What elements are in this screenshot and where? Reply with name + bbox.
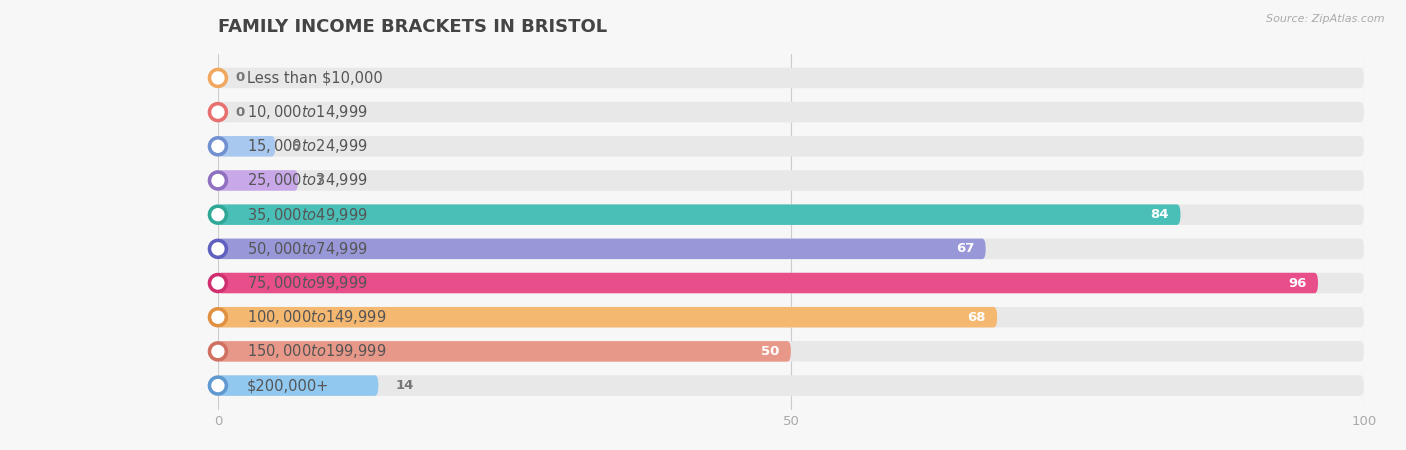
Text: 68: 68	[967, 310, 986, 324]
FancyBboxPatch shape	[218, 341, 790, 362]
Text: $50,000 to $74,999: $50,000 to $74,999	[246, 240, 367, 258]
FancyBboxPatch shape	[218, 238, 986, 259]
Ellipse shape	[211, 379, 225, 392]
Ellipse shape	[211, 242, 225, 256]
Ellipse shape	[211, 310, 225, 324]
FancyBboxPatch shape	[218, 273, 1364, 293]
Ellipse shape	[208, 341, 228, 362]
FancyBboxPatch shape	[218, 102, 1364, 122]
Text: $15,000 to $24,999: $15,000 to $24,999	[246, 137, 367, 155]
Ellipse shape	[211, 174, 225, 187]
FancyBboxPatch shape	[218, 170, 298, 191]
Text: $10,000 to $14,999: $10,000 to $14,999	[246, 103, 367, 121]
Text: Less than $10,000: Less than $10,000	[246, 71, 382, 86]
FancyBboxPatch shape	[218, 341, 1364, 362]
Text: $75,000 to $99,999: $75,000 to $99,999	[246, 274, 367, 292]
Ellipse shape	[211, 208, 225, 221]
FancyBboxPatch shape	[218, 238, 1364, 259]
Ellipse shape	[211, 71, 225, 85]
Ellipse shape	[208, 136, 228, 157]
Ellipse shape	[208, 68, 228, 88]
Text: 84: 84	[1150, 208, 1168, 221]
FancyBboxPatch shape	[218, 307, 997, 328]
Ellipse shape	[211, 345, 225, 358]
FancyBboxPatch shape	[218, 68, 1364, 88]
FancyBboxPatch shape	[218, 375, 378, 396]
FancyBboxPatch shape	[218, 273, 1317, 293]
Text: $200,000+: $200,000+	[246, 378, 329, 393]
Text: 0: 0	[235, 106, 245, 119]
Text: FAMILY INCOME BRACKETS IN BRISTOL: FAMILY INCOME BRACKETS IN BRISTOL	[218, 18, 607, 36]
Text: $150,000 to $199,999: $150,000 to $199,999	[246, 342, 387, 360]
Ellipse shape	[208, 204, 228, 225]
FancyBboxPatch shape	[218, 307, 1364, 328]
Ellipse shape	[208, 307, 228, 328]
Text: 50: 50	[761, 345, 779, 358]
Text: $25,000 to $34,999: $25,000 to $34,999	[246, 171, 367, 189]
Ellipse shape	[211, 140, 225, 153]
Text: 5: 5	[292, 140, 301, 153]
Text: $100,000 to $149,999: $100,000 to $149,999	[246, 308, 387, 326]
FancyBboxPatch shape	[218, 375, 1364, 396]
Ellipse shape	[208, 238, 228, 259]
Ellipse shape	[211, 276, 225, 290]
FancyBboxPatch shape	[218, 204, 1181, 225]
Ellipse shape	[208, 170, 228, 191]
Text: 67: 67	[956, 243, 974, 255]
FancyBboxPatch shape	[218, 136, 276, 157]
Ellipse shape	[208, 375, 228, 396]
Text: Source: ZipAtlas.com: Source: ZipAtlas.com	[1267, 14, 1385, 23]
Text: $35,000 to $49,999: $35,000 to $49,999	[246, 206, 367, 224]
Ellipse shape	[208, 102, 228, 122]
Text: 0: 0	[235, 72, 245, 85]
Text: 7: 7	[315, 174, 325, 187]
Ellipse shape	[211, 105, 225, 119]
Text: 14: 14	[395, 379, 413, 392]
Ellipse shape	[208, 273, 228, 293]
FancyBboxPatch shape	[218, 136, 1364, 157]
FancyBboxPatch shape	[218, 170, 1364, 191]
FancyBboxPatch shape	[218, 204, 1364, 225]
Text: 96: 96	[1288, 276, 1306, 289]
